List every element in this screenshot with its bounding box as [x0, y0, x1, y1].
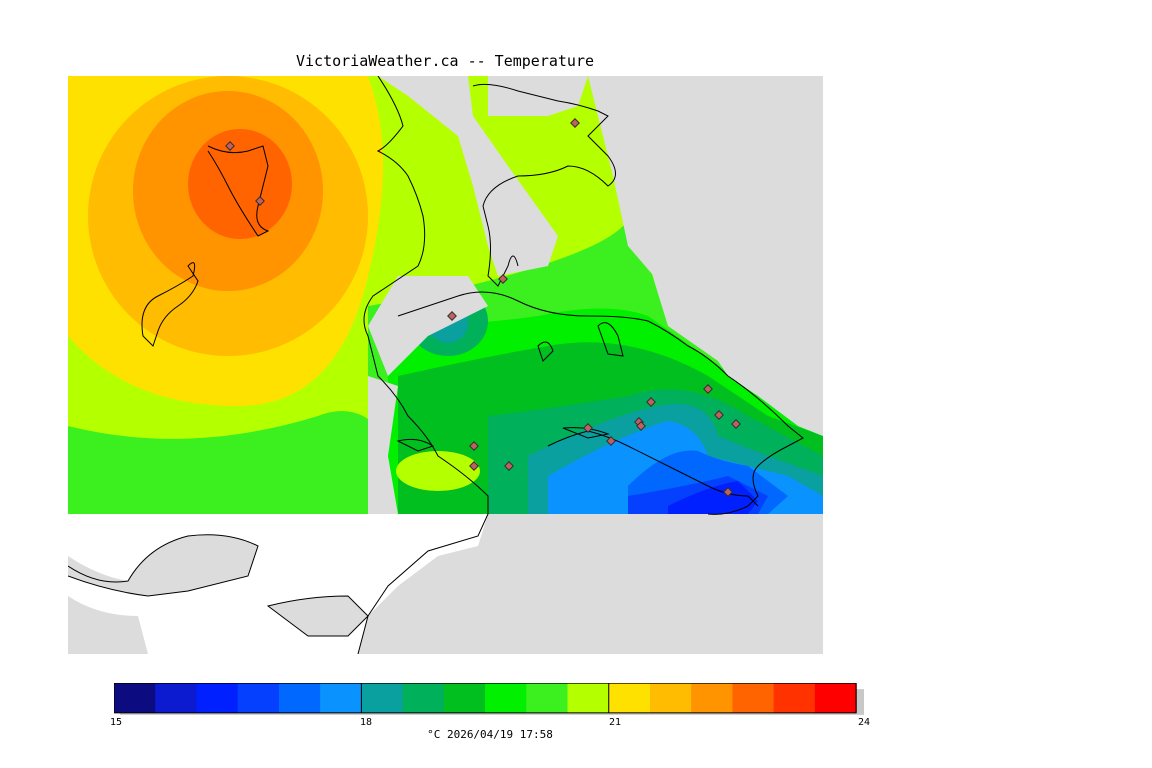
colorbar-cells — [114, 683, 857, 713]
colorbar-cell — [402, 683, 445, 713]
station-marker[interactable] — [731, 419, 741, 429]
legend-tick-label: 24 — [857, 717, 871, 728]
southern-water-b — [268, 596, 368, 636]
southern-water-a — [68, 534, 258, 596]
station-marker[interactable] — [714, 410, 724, 420]
colorbar-cell — [526, 683, 569, 713]
colorbar-cell — [608, 683, 651, 713]
colorbar-cell — [196, 683, 239, 713]
color-scale-bar — [114, 683, 865, 715]
colorbar-cell — [814, 683, 857, 713]
colorbar-ticks — [114, 683, 857, 713]
station-marker[interactable] — [570, 118, 580, 128]
station-marker[interactable] — [255, 196, 265, 206]
station-marker[interactable] — [498, 274, 508, 284]
sea-mask — [368, 76, 823, 514]
colorbar-cell — [237, 683, 280, 713]
station-marker[interactable] — [447, 311, 457, 321]
units-timestamp: °C 2026/04/19 17:58 — [427, 728, 553, 741]
legend-tick-label: 21 — [608, 717, 622, 728]
southern-water-c — [68, 596, 148, 654]
station-marker[interactable] — [723, 487, 733, 497]
station-marker[interactable] — [469, 461, 479, 471]
coastlines — [68, 76, 804, 654]
map-title: VictoriaWeather.ca -- Temperature — [295, 52, 594, 70]
station-markers — [225, 118, 741, 497]
colorbar-cell — [567, 683, 610, 713]
colorbar-cell — [732, 683, 775, 713]
colorbar-cell — [773, 683, 816, 713]
legend-tick-label: 18 — [359, 717, 373, 728]
station-marker[interactable] — [469, 441, 479, 451]
legend-tick-label: 15 — [109, 717, 123, 728]
colorbar-cell — [649, 683, 692, 713]
colorbar-cell — [443, 683, 486, 713]
colorbar-cell — [485, 683, 527, 713]
station-marker[interactable] — [225, 141, 235, 151]
colorbar-cell — [320, 683, 362, 713]
station-marker[interactable] — [646, 397, 656, 407]
station-marker[interactable] — [583, 423, 593, 433]
colorbar-cell — [691, 683, 733, 713]
station-marker[interactable] — [504, 461, 514, 471]
station-marker[interactable] — [636, 421, 646, 431]
colorbar-cell — [361, 683, 404, 713]
colorbar-cell — [278, 683, 321, 713]
colorbar-cell — [155, 683, 197, 713]
station-marker[interactable] — [606, 436, 616, 446]
colorbar-cell — [114, 683, 156, 713]
station-marker[interactable] — [703, 384, 713, 394]
temperature-map — [68, 76, 823, 654]
